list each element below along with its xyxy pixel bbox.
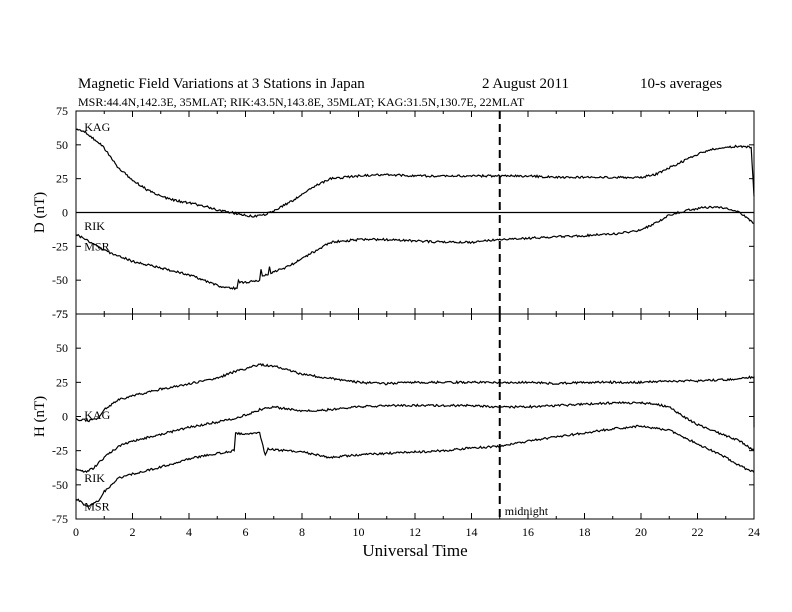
plot-area: 75 50 25 0 -25 -50 -75 D (nT) KAG RIK MSR 75 50 25 0 -2… — [32, 104, 760, 560]
x-tick-label: 14 — [466, 525, 478, 539]
y-tick-label: 0 — [62, 410, 68, 424]
panel-frame — [75, 313, 755, 520]
x-tick-label: 20 — [635, 525, 647, 539]
y-tick-label: -25 — [52, 444, 68, 458]
x-axis-label: Universal Time — [362, 541, 467, 560]
y-tick-label: 0 — [62, 206, 68, 220]
series-line-rik — [75, 401, 755, 474]
chart-title: Magnetic Field Variations at 3 Stations … — [78, 76, 365, 92]
x-tick-label: 8 — [299, 525, 305, 539]
x-tick-label: 2 — [130, 525, 136, 539]
y-tick-label: -75 — [52, 307, 68, 321]
x-tick-label: 10 — [353, 525, 365, 539]
series-line-kag — [75, 128, 755, 218]
midnight-label: midnight — [505, 504, 549, 518]
series-label-rik: RIK — [84, 471, 105, 485]
x-tick-label: 22 — [692, 525, 704, 539]
series-label-kag: KAG — [84, 120, 110, 134]
y-tick-label: 50 — [56, 341, 68, 355]
series-line-rik — [75, 205, 755, 291]
y-tick-label: 75 — [56, 307, 68, 321]
series-label-msr: MSR — [84, 239, 109, 253]
chart-averaging: 10-s averages — [640, 76, 722, 92]
x-tick-label: 12 — [409, 525, 421, 539]
y-tick-label: 25 — [56, 375, 68, 389]
y-tick-label: -25 — [52, 239, 68, 253]
x-tick-label: 4 — [186, 525, 192, 539]
y-tick-label: -50 — [52, 478, 68, 492]
x-tick-label: 16 — [522, 525, 534, 539]
x-tick-label: 24 — [748, 525, 760, 539]
y-tick-label: 50 — [56, 138, 68, 152]
series-line-kag — [75, 363, 755, 428]
y-tick-label: -75 — [52, 512, 68, 526]
x-tick-label: 6 — [243, 525, 249, 539]
series-line-msr — [75, 424, 755, 507]
y-tick-label: 25 — [56, 172, 68, 186]
y-axis-label: D (nT) — [32, 192, 48, 233]
chart-stations: MSR:44.4N,142.3E, 35MLAT; RIK:43.5N,143.… — [78, 95, 525, 109]
x-tick-label: 18 — [579, 525, 591, 539]
x-tick-label: 0 — [73, 525, 79, 539]
series-label-rik: RIK — [84, 219, 105, 233]
series-label-msr: MSR — [84, 500, 109, 514]
series-label-kag: KAG — [84, 408, 110, 422]
y-tick-label: 75 — [56, 104, 68, 118]
chart-date: 2 August 2011 — [482, 76, 569, 92]
y-tick-label: -50 — [52, 273, 68, 287]
y-axis-label: H (nT) — [32, 396, 48, 437]
